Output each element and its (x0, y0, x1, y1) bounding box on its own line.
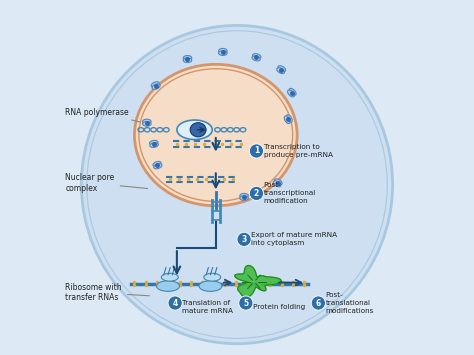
Ellipse shape (289, 88, 296, 95)
Text: 2: 2 (254, 189, 259, 198)
Ellipse shape (151, 82, 159, 87)
Ellipse shape (135, 64, 297, 206)
Text: Protein folding: Protein folding (253, 304, 305, 310)
Ellipse shape (199, 281, 222, 291)
Ellipse shape (219, 49, 227, 53)
Text: Nuclear pore
complex: Nuclear pore complex (65, 173, 147, 192)
Circle shape (311, 296, 326, 310)
Ellipse shape (253, 54, 261, 59)
Circle shape (239, 296, 253, 310)
Ellipse shape (204, 273, 221, 281)
Text: Post-
translational
modifications: Post- translational modifications (326, 292, 374, 314)
Ellipse shape (252, 56, 260, 61)
Text: RNA polymerase: RNA polymerase (65, 108, 141, 122)
Ellipse shape (177, 120, 212, 140)
Text: Ribosome with
transfer RNAs: Ribosome with transfer RNAs (65, 283, 149, 302)
Ellipse shape (240, 196, 248, 201)
Ellipse shape (288, 90, 294, 97)
Ellipse shape (149, 140, 158, 145)
Text: 6: 6 (316, 299, 321, 307)
Ellipse shape (273, 181, 281, 187)
Ellipse shape (274, 179, 282, 185)
Circle shape (249, 186, 264, 201)
Ellipse shape (278, 66, 286, 72)
Ellipse shape (183, 55, 192, 60)
Polygon shape (235, 266, 281, 297)
Ellipse shape (284, 116, 290, 124)
Ellipse shape (150, 143, 158, 147)
Ellipse shape (82, 26, 392, 344)
Text: 3: 3 (241, 235, 246, 244)
Ellipse shape (153, 162, 161, 166)
Text: Translation of
mature mRNA: Translation of mature mRNA (182, 300, 233, 313)
Ellipse shape (156, 281, 180, 291)
Ellipse shape (190, 123, 206, 137)
Ellipse shape (183, 58, 192, 62)
Ellipse shape (152, 84, 160, 89)
Circle shape (168, 296, 182, 310)
Text: Post-
transcriptional
modification: Post- transcriptional modification (264, 182, 316, 204)
Text: 4: 4 (173, 299, 178, 307)
Ellipse shape (143, 119, 151, 124)
Circle shape (249, 144, 264, 158)
Ellipse shape (161, 273, 178, 281)
Text: Export of mature mRNA
into cytoplasm: Export of mature mRNA into cytoplasm (251, 233, 337, 246)
Ellipse shape (143, 121, 151, 126)
Ellipse shape (219, 51, 227, 55)
Circle shape (237, 232, 251, 246)
Ellipse shape (286, 115, 292, 122)
Text: Transcription to
produce pre-mRNA: Transcription to produce pre-mRNA (264, 144, 333, 158)
Ellipse shape (240, 193, 248, 198)
Text: 1: 1 (254, 147, 259, 155)
Ellipse shape (154, 164, 162, 169)
Ellipse shape (277, 68, 284, 73)
Text: 5: 5 (243, 299, 248, 307)
